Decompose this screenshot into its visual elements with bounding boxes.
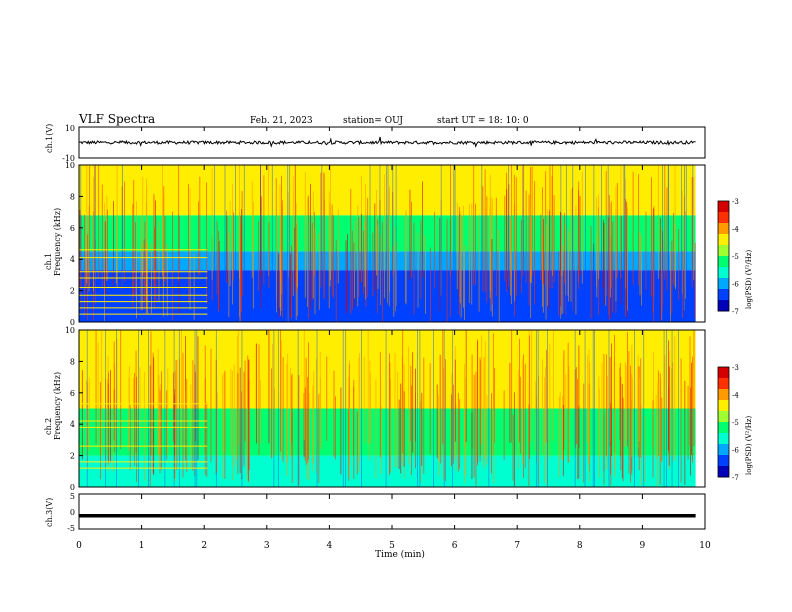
colorbar-segment (718, 300, 729, 312)
colorbar-frame (717, 366, 730, 478)
colorbar-segment (718, 466, 729, 478)
ch2-spectrogram-yticks: 0 2 4 6 8 10 (65, 326, 83, 492)
ytick-label: 4 (70, 420, 75, 429)
colorbar-frame (717, 200, 730, 312)
x-axis: 0 1 2 3 4 5 6 7 8 9 10 (76, 127, 711, 551)
colorbar-tick-label: -6 (732, 447, 739, 455)
colorbar-segment (718, 289, 729, 301)
colorbar-tick-label: -7 (732, 474, 739, 482)
xtick-label: 6 (452, 541, 458, 551)
ch3-ytick-top: 5 (70, 492, 75, 501)
colorbar-tick-label: -5 (732, 253, 739, 261)
xtick-label: 8 (577, 541, 583, 551)
colorbar-segment (718, 278, 729, 290)
ytick-label: 6 (70, 389, 75, 398)
xtick-label: 7 (514, 541, 520, 551)
xtick-label: 1 (139, 541, 145, 551)
colorbar-tick-label: -7 (732, 308, 739, 316)
station-label: station= OUJ (343, 116, 403, 126)
x-axis-label: Time (min) (375, 549, 425, 560)
xtick-label: 0 (76, 541, 82, 551)
xtick-label: 9 (640, 541, 646, 551)
colorbar-segment (718, 400, 729, 412)
xtick-label: 5 (389, 541, 395, 551)
date-label: Feb. 21, 2023 (250, 116, 313, 126)
ytick-label: 2 (70, 287, 75, 296)
spectrogram-band (79, 330, 696, 409)
ytick-label: 8 (70, 192, 75, 201)
xtick-label: 2 (201, 541, 207, 551)
colorbar-segment (718, 201, 729, 213)
colorbar-tick-label: -4 (732, 392, 739, 400)
ch1-spectrogram-image (79, 165, 696, 322)
spectrogram-band (79, 165, 696, 216)
ch2-spectrogram-panel: 0 2 4 6 8 10 ch.2 Frequency (kHz) (44, 326, 706, 492)
colorbar-segment (718, 245, 729, 257)
ytick-label: 2 (70, 452, 75, 461)
spectrogram-band (79, 408, 696, 456)
colorbar-segment (718, 433, 729, 445)
ytick-label: 0 (70, 483, 75, 492)
header: VLF Spectra Feb. 21, 2023 station= OUJ s… (78, 112, 529, 126)
ytick-label: 0 (70, 318, 75, 327)
ch2-spectrogram-image (79, 330, 696, 487)
colorbar-tick-label: -3 (732, 198, 739, 206)
ch3-ytick-bottom: -5 (67, 524, 75, 533)
xtick-label: 4 (327, 541, 333, 551)
colorbar-segment (718, 455, 729, 467)
colorbar-tick-label: -5 (732, 419, 739, 427)
colorbar-tick-label: -4 (732, 226, 739, 234)
colorbar-segment (718, 367, 729, 379)
ch1-spectrogram-yticks: 0 2 4 6 8 10 (65, 161, 83, 327)
colorbar-label: log(PSD) (V²/Hz) (745, 416, 753, 475)
figure-title: VLF Spectra (78, 112, 155, 126)
ch1-waveform-trace (78, 136, 696, 148)
colorbar-tick-label: -3 (732, 364, 739, 372)
xtick-label: 3 (264, 541, 270, 551)
ytick-label: 4 (70, 255, 75, 264)
colorbar-segment (718, 422, 729, 434)
start-time-label: start UT = 18: 10: 0 (437, 116, 529, 126)
ytick-label: 6 (70, 224, 75, 233)
colorbar-segment (718, 212, 729, 224)
ytick-label: 10 (65, 161, 75, 170)
colorbar-segment (718, 378, 729, 390)
ch1-spectrogram-ylabel-channel: ch.1 (44, 253, 53, 270)
xtick-label: 10 (699, 541, 711, 551)
ch1-ytick-top: 10 (65, 124, 75, 133)
ch1-waveform-panel: 10 -10 ch.1(V) (45, 124, 706, 163)
ch1-spectrogram-ylabel-frequency: Frequency (kHz) (53, 208, 62, 276)
colorbar-tick-label: -6 (732, 281, 739, 289)
ch3-waveform-frame (78, 493, 706, 530)
colorbar-segment (718, 223, 729, 235)
colorbar-segment (718, 411, 729, 423)
ch2-spectrogram-ylabel-frequency: Frequency (kHz) (53, 372, 62, 440)
colorbar-segment (718, 389, 729, 401)
colorbar-segment (718, 267, 729, 279)
ytick-label: 8 (70, 357, 75, 366)
spectrogram-band (79, 455, 696, 487)
ch3-waveform-panel: 5 0 -5 ch.3(V) (45, 492, 706, 533)
ch3-waveform-ylabel: ch.3(V) (45, 498, 54, 527)
colorbar-segment (718, 444, 729, 456)
colorbar-segment (718, 234, 729, 246)
ch1-ytick-bottom: -10 (62, 154, 75, 163)
ch1-spectrogram-panel: 0 2 4 6 8 10 ch.1 Frequency (kHz) (44, 161, 706, 327)
colorbar-segment (718, 256, 729, 268)
ch3-ytick-middle: 0 (70, 508, 75, 517)
ch1-colorbar: -3 -4 -5 -6 -7 log(PSD) (V²/Hz) (717, 198, 753, 316)
ch1-waveform-ylabel: ch.1(V) (45, 124, 54, 153)
colorbar-label: log(PSD) (V²/Hz) (745, 250, 753, 309)
ch2-colorbar: -3 -4 -5 -6 -7 log(PSD) (V²/Hz) (717, 364, 753, 482)
ch2-spectrogram-ylabel-channel: ch.2 (44, 418, 53, 435)
ytick-label: 10 (65, 326, 75, 335)
